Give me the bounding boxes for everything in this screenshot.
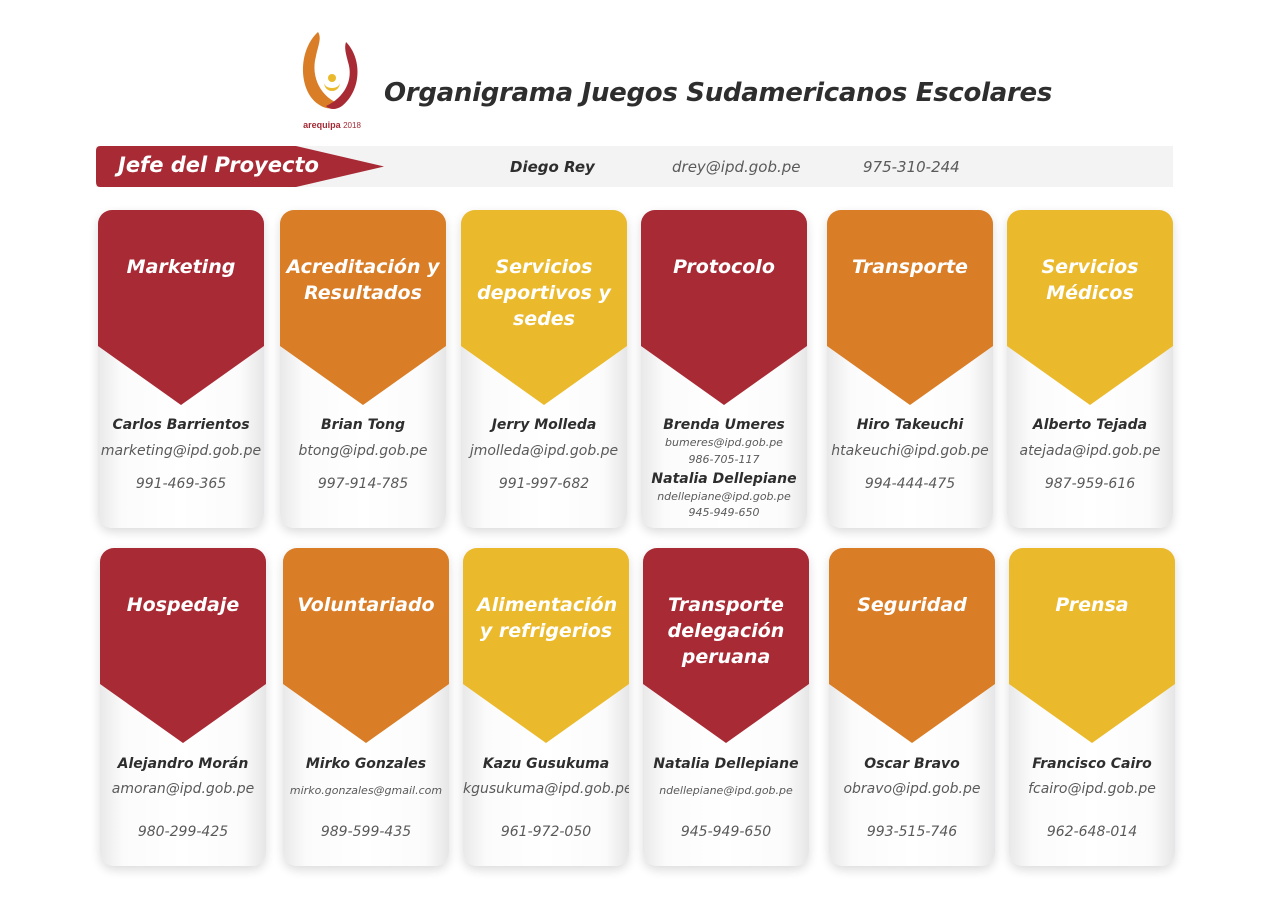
dept-title: Acreditación y Resultados	[286, 256, 440, 304]
dept-card: Servicios Médicos Alberto Tejada atejada@i…	[1007, 210, 1173, 528]
dept-banner-shape	[100, 548, 266, 743]
jefe-label: Jefe del Proyecto	[118, 153, 319, 177]
dept-title: Hospedaje	[126, 594, 240, 616]
logo-caption: arequipa 2018	[296, 120, 368, 130]
dept-card: Transporte Hiro Takeuchi htakeuchi@ipd.gob…	[827, 210, 993, 528]
dept-banner-shape	[641, 210, 807, 405]
dept-banner-shape	[283, 548, 449, 743]
dept-title: Transporte	[852, 256, 968, 278]
jefe-ribbon-shape	[96, 146, 384, 187]
person-email[interactable]: atejada@ipd.gob.pe	[1019, 443, 1161, 459]
person-name: Brian Tong	[320, 417, 405, 433]
person-name: Alberto Tejada	[1032, 417, 1148, 433]
person-name: Natalia Dellepiane	[653, 756, 799, 772]
person-phone: 987-959-616	[1044, 476, 1136, 492]
dept-title: Prensa	[1055, 594, 1129, 616]
jefe-email[interactable]: drey@ipd.gob.pe	[672, 158, 801, 176]
person-phone: 994-444-475	[864, 476, 956, 492]
dept-card: Acreditación y Resultados Brian Tong btong…	[280, 210, 446, 528]
dept-banner-shape	[829, 548, 995, 743]
person-phone: 997-914-785	[317, 476, 409, 492]
person-phone: 945-949-650	[680, 824, 772, 840]
person-phone: 989-599-435	[320, 824, 412, 840]
dept-title: Marketing	[126, 256, 236, 278]
person-phone: 962-648-014	[1046, 824, 1138, 840]
person-phone: 993-515-746	[866, 824, 958, 840]
person-name: Hiro Takeuchi	[856, 417, 964, 433]
dept-banner-shape	[98, 210, 264, 405]
person-email[interactable]: marketing@ipd.gob.pe	[100, 443, 262, 459]
person-email[interactable]: kgusukuma@ipd.gob.pe	[463, 781, 629, 797]
dept-banner-shape	[280, 210, 446, 405]
person-phone: 945-949-650	[688, 506, 760, 519]
dept-card: Prensa Francisco Cairo fcairo@ipd.gob.pe 96…	[1009, 548, 1175, 866]
dept-card: Hospedaje Alejandro Morán amoran@ipd.gob.p…	[100, 548, 266, 866]
person-phone: 986-705-117	[688, 453, 760, 466]
person-name: Brenda Umeres	[663, 417, 785, 433]
person-name: Mirko Gonzales	[305, 756, 427, 772]
person-email[interactable]: jmolleda@ipd.gob.pe	[469, 443, 619, 459]
dept-banner-shape	[827, 210, 993, 405]
jefe-name: Diego Rey	[510, 158, 595, 176]
person-name: Carlos Barrientos	[112, 417, 250, 433]
dept-card: Marketing Carlos Barrientos marketing@ipd.…	[98, 210, 264, 528]
dept-title: Voluntariado	[297, 594, 435, 616]
dept-title: Transporte delegación peruana	[667, 594, 785, 668]
dept-title: Servicios deportivos y sedes	[477, 256, 611, 330]
arequipa-logo: arequipa 2018	[296, 28, 368, 136]
dept-title: Protocolo	[673, 256, 775, 278]
person-email[interactable]: obravo@ipd.gob.pe	[843, 781, 981, 797]
flame-logo-icon	[303, 32, 358, 109]
person-email[interactable]: htakeuchi@ipd.gob.pe	[831, 443, 989, 459]
person-name: Jerry Molleda	[491, 417, 597, 433]
logo-text: arequipa	[303, 120, 341, 130]
dept-title: Servicios Médicos	[1041, 256, 1139, 304]
dept-card: Voluntariado Mirko Gonzales mirko.gonzales…	[283, 548, 449, 866]
dept-title: Seguridad	[857, 594, 967, 616]
person-email[interactable]: btong@ipd.gob.pe	[298, 443, 428, 459]
dept-card: Alimentación y refrigerios Kazu Gusukuma k…	[463, 548, 629, 866]
person-name: Oscar Bravo	[864, 756, 960, 772]
person-email[interactable]: mirko.gonzales@gmail.com	[289, 784, 443, 797]
person-phone: 991-469-365	[135, 476, 227, 492]
person-email[interactable]: amoran@ipd.gob.pe	[111, 781, 255, 797]
logo-year: 2018	[343, 121, 361, 130]
dept-banner-shape	[1009, 548, 1175, 743]
dept-card: Transporte delegación peruana Natalia Del…	[643, 548, 809, 866]
person-name: Francisco Cairo	[1032, 756, 1152, 772]
person-email[interactable]: ndellepiane@ipd.gob.pe	[659, 784, 793, 797]
person-email[interactable]: fcairo@ipd.gob.pe	[1028, 781, 1156, 797]
person-name: Alejandro Morán	[117, 756, 249, 772]
person-email[interactable]: ndellepiane@ipd.gob.pe	[657, 490, 791, 503]
person-phone: 961-972-050	[500, 824, 592, 840]
jefe-phone: 975-310-244	[863, 158, 960, 176]
person-email[interactable]: bumeres@ipd.gob.pe	[665, 436, 783, 449]
jefe-tag: Jefe del Proyecto	[96, 146, 384, 187]
dept-card: Seguridad Oscar Bravo obravo@ipd.gob.pe 993…	[829, 548, 995, 866]
dept-card: Servicios deportivos y sedes Jerry Molled…	[461, 210, 627, 528]
dept-banner-shape	[1007, 210, 1173, 405]
page-title: Organigrama Juegos Sudamericanos Escolar…	[384, 78, 1052, 108]
person-phone: 980-299-425	[137, 824, 229, 840]
person-phone: 991-997-682	[498, 476, 590, 492]
person-name: Natalia Dellepiane	[651, 471, 797, 487]
dept-card: Protocolo Brenda Umeres bumeres@ipd.gob.pe…	[641, 210, 807, 528]
dept-title: Alimentación y refrigerios	[477, 594, 618, 642]
dept-banner-shape	[463, 548, 629, 743]
dept-banner-shape	[461, 210, 627, 405]
person-name: Kazu Gusukuma	[482, 756, 610, 772]
dept-banner-shape	[643, 548, 809, 743]
